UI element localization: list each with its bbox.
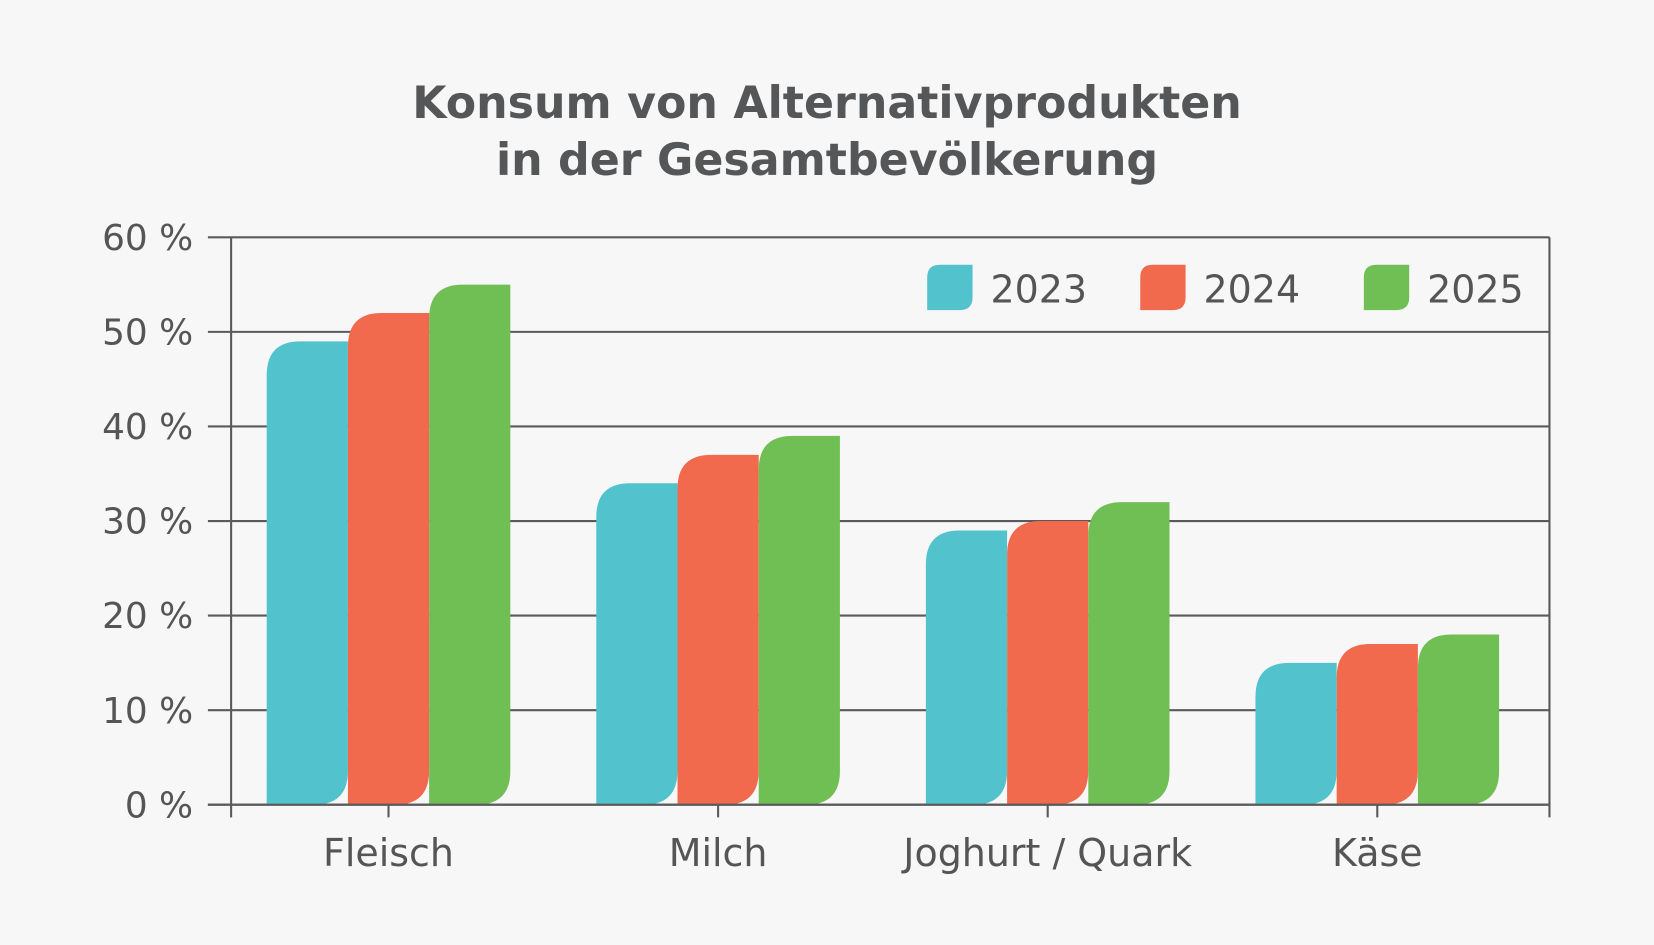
chart-title-line-1: Konsum von Alternativprodukten <box>412 78 1242 129</box>
y-tick-label: 30 % <box>102 502 193 543</box>
bar-2023-joghurt-quark <box>925 530 1008 805</box>
x-category-label: Käse <box>1332 831 1423 875</box>
y-tick-label: 40 % <box>102 407 193 448</box>
axes: 0 % 10 % 20 % 30 % 40 % 50 % 60 % Fleisch Milch J… <box>102 218 1551 875</box>
x-category-label: Joghurt / Quark <box>901 831 1192 875</box>
y-tick-label: 10 % <box>102 691 193 732</box>
bars <box>266 284 1500 805</box>
x-category-label: Milch <box>669 831 768 875</box>
legend-swatch-2025 <box>1363 264 1410 311</box>
bar-2025-fleisch <box>429 284 511 805</box>
y-tick-label: 20 % <box>102 596 193 637</box>
bar-2024-milch <box>677 454 759 805</box>
legend-swatch-2023 <box>927 264 973 311</box>
chart-title-line-2: in der Gesamtbevölkerung <box>496 135 1158 186</box>
bar-2023-käse <box>1255 662 1337 805</box>
bar-2025-käse <box>1417 634 1500 805</box>
y-tick-label: 0 % <box>125 785 193 826</box>
bar-2023-milch <box>596 483 678 805</box>
bar-2025-joghurt-quark <box>1088 502 1170 805</box>
legend-label-2025: 2025 <box>1427 268 1524 312</box>
bar-2024-joghurt-quark <box>1007 521 1089 805</box>
bar-2023-fleisch <box>266 341 348 805</box>
bar-2024-käse <box>1336 643 1418 805</box>
legend: 2023 2024 2025 <box>927 264 1524 312</box>
bar-2024-fleisch <box>347 312 430 805</box>
x-category-label: Fleisch <box>323 831 454 875</box>
legend-label-2024: 2024 <box>1204 268 1301 312</box>
y-tick-label: 60 % <box>102 218 193 259</box>
y-tick-label: 50 % <box>102 313 193 354</box>
bar-2025-milch <box>758 435 840 805</box>
legend-swatch-2024 <box>1140 264 1186 311</box>
legend-label-2023: 2023 <box>990 268 1087 312</box>
